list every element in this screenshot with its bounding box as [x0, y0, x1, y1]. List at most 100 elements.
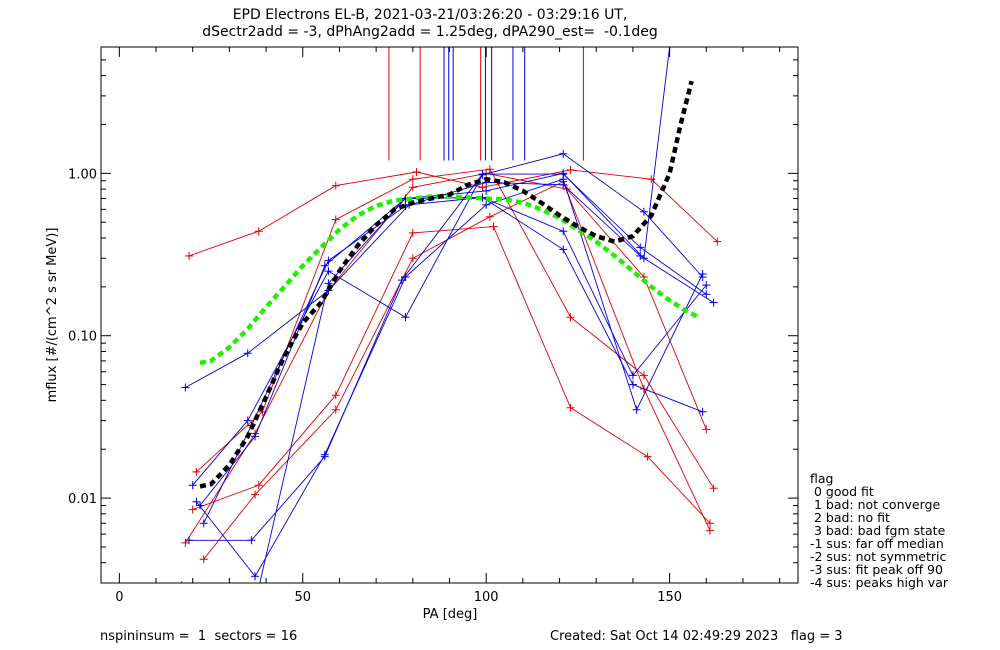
blue-data-point	[559, 245, 568, 254]
red-data-point	[643, 452, 652, 461]
red-data-point	[331, 215, 340, 224]
blue-data-point	[247, 536, 256, 545]
blue-data-point	[632, 405, 641, 414]
blue-data-point	[324, 256, 333, 265]
red-data-point	[408, 254, 417, 263]
red-data-point	[702, 425, 711, 434]
red-data-point	[705, 519, 714, 528]
blue-data-point	[636, 243, 645, 252]
blue-data-point	[401, 313, 410, 322]
blue-series-line	[185, 197, 703, 413]
chart-title-line2: dSectr2add = -3, dPhAng2add = 1.25deg, d…	[202, 24, 658, 40]
blue-data-point	[628, 371, 637, 380]
red-data-point	[254, 481, 263, 490]
blue-data-point	[251, 432, 260, 441]
y-axis-label: mflux [#/(cm^2 s sr MeV)]	[45, 228, 60, 403]
red-data-point	[331, 405, 340, 414]
legend-item: 0 good fit	[810, 484, 874, 499]
blue-data-point	[199, 519, 208, 528]
legend-item: -3 sus: fit peak off 90	[810, 562, 943, 577]
legend-title: flag	[810, 471, 834, 486]
blue-data-point	[482, 200, 491, 209]
red-data-point	[408, 175, 417, 184]
blue-data-point	[559, 169, 568, 178]
red-data-point	[192, 467, 201, 476]
blue-data-point	[702, 281, 711, 290]
red-data-point	[485, 165, 494, 174]
blue-data-point	[185, 536, 194, 545]
red-data-point	[331, 391, 340, 400]
blue-series-line	[192, 153, 703, 486]
chart-title-line1: EPD Electrons EL-B, 2021-03-21/03:26:20 …	[232, 7, 628, 23]
x-tick-label: 50	[294, 590, 311, 605]
blue-data-point	[698, 407, 707, 416]
blue-data-point	[559, 227, 568, 236]
blue-data-point	[251, 572, 260, 581]
red-series-line	[196, 168, 714, 489]
red-data-point	[478, 183, 487, 192]
legend-item: -2 sus: not symmetric	[810, 549, 947, 564]
blue-data-point	[628, 380, 637, 389]
blue-data-point	[636, 251, 645, 260]
blue-data-point	[559, 180, 568, 189]
x-axis-label: PA [deg]	[423, 607, 478, 622]
red-series-line	[188, 169, 718, 257]
blue-series-line	[189, 173, 707, 541]
blue-data-point	[181, 383, 190, 392]
red-data-point	[408, 183, 417, 192]
legend-item: 3 bad: bad fgm state	[810, 523, 946, 538]
red-series-line	[203, 180, 711, 560]
red-data-point	[713, 237, 722, 246]
footer-created-info: Created: Sat Oct 14 02:49:29 2023 flag =…	[550, 629, 843, 644]
red-data-point	[709, 484, 718, 493]
blue-data-point	[639, 207, 648, 216]
legend-item: 2 bad: no fit	[810, 510, 890, 525]
black-fit-curve	[199, 80, 694, 489]
y-tick-label: 1.00	[68, 167, 97, 182]
flag-legend: flag 0 good fit 1 bad: not converge 2 ba…	[810, 472, 948, 589]
red-data-point	[408, 228, 417, 237]
legend-item: -1 sus: far off median	[810, 536, 944, 551]
blue-data-point	[482, 186, 491, 195]
red-data-point	[566, 313, 575, 322]
blue-series-line	[259, 47, 671, 583]
blue-data-point	[196, 501, 205, 510]
x-tick-label: 0	[115, 590, 123, 605]
blue-data-point	[192, 497, 201, 506]
blue-data-point	[324, 267, 333, 276]
blue-data-point	[559, 149, 568, 158]
red-data-point	[251, 490, 260, 499]
x-tick-label: 100	[474, 590, 499, 605]
blue-data-point	[255, 584, 263, 592]
blue-data-point	[478, 170, 487, 179]
red-data-point	[566, 165, 575, 174]
red-data-point	[199, 555, 208, 564]
red-data-point	[566, 403, 575, 412]
red-data-point	[705, 526, 714, 535]
blue-data-point	[243, 416, 252, 425]
blue-data-point	[397, 276, 406, 285]
y-tick-label: 0.10	[68, 330, 97, 345]
red-data-point	[412, 167, 421, 176]
red-data-point	[485, 212, 494, 221]
red-data-point	[489, 222, 498, 231]
blue-data-point	[320, 452, 329, 461]
red-data-point	[188, 505, 197, 514]
legend-item: -4 sus: peaks high var	[810, 575, 949, 590]
blue-series-line	[196, 178, 704, 578]
blue-data-point	[702, 290, 711, 299]
legend-item: 1 bad: not converge	[810, 497, 941, 512]
red-data-point	[331, 181, 340, 190]
blue-data-point	[698, 269, 707, 278]
red-data-point	[254, 227, 263, 236]
blue-data-point	[709, 298, 718, 307]
red-series-line	[185, 172, 707, 544]
red-data-point	[185, 251, 194, 260]
red-data-point	[639, 371, 648, 380]
y-tick-label: 0.01	[68, 492, 97, 507]
footer-spin-info: nspininsum = 1 sectors = 16	[100, 629, 298, 644]
x-tick-label: 150	[657, 590, 682, 605]
blue-data-point	[243, 349, 252, 358]
blue-data-point	[188, 481, 197, 490]
